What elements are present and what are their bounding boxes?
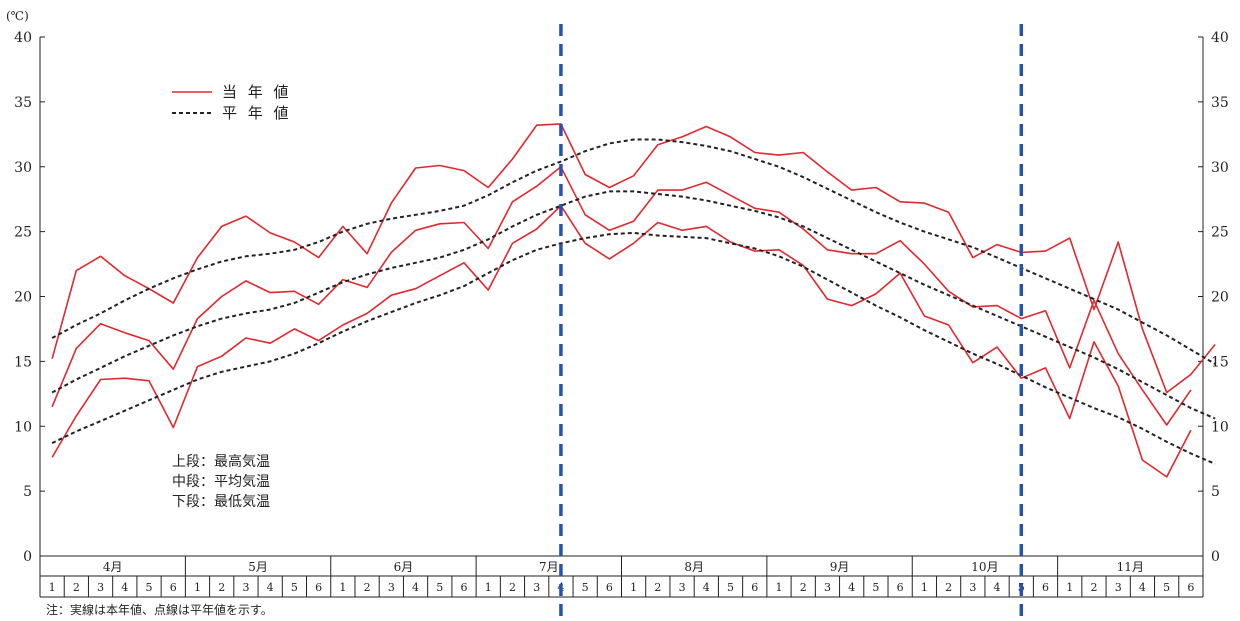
y-tick-label-left: 30 [14, 160, 32, 176]
period-label: 5 [582, 581, 589, 594]
period-label: 6 [170, 581, 177, 594]
y-tick-label-right: 20 [1211, 290, 1229, 306]
period-label: 3 [242, 581, 249, 594]
period-label: 2 [364, 581, 371, 594]
y-tick-label-left: 10 [14, 419, 32, 435]
period-label: 3 [1115, 581, 1122, 594]
period-table: 4月 1 2 3 4 5 6 5月 1 2 3 4 5 6 6月 1 2 3 4 5 6 7月 1 2 3 4 5 6 8月 1 2 3 4 5 6… [39, 556, 1204, 598]
period-label: 6 [897, 581, 904, 594]
note-mean: 中段：平均気温 [172, 474, 270, 490]
marker-lines [559, 24, 1024, 621]
period-label: 5 [1163, 581, 1170, 594]
period-label: 6 [461, 581, 468, 594]
month-label: 8月 [684, 560, 704, 574]
period-label: 3 [824, 581, 831, 594]
period-label: 6 [315, 581, 322, 594]
period-label: 3 [388, 581, 395, 594]
mean-temp-normal-line [51, 190, 1216, 420]
min-temp-current-line [51, 204, 1192, 478]
period-label: 5 [727, 581, 734, 594]
period-label: 2 [654, 581, 661, 594]
y-tick-label-right: 10 [1211, 419, 1229, 435]
y-tick-label-right: 35 [1211, 95, 1229, 111]
period-label: 5 [872, 581, 879, 594]
period-label: 4 [848, 581, 855, 594]
y-tick-label-left: 35 [14, 95, 32, 111]
note-max: 上段：最高気温 [172, 453, 270, 470]
footnote: 注：実線は本年値、点線は平年値を示す。 [46, 602, 273, 617]
y-tick-label-right: 25 [1211, 225, 1229, 241]
period-label: 3 [969, 581, 976, 594]
period-label: 5 [146, 581, 153, 594]
period-label: 4 [412, 581, 419, 594]
period-label: 2 [218, 581, 225, 594]
period-label: 3 [679, 581, 686, 594]
y-tick-label-left: 40 [14, 30, 32, 46]
period-label: 2 [945, 581, 952, 594]
month-label: 4月 [103, 560, 123, 574]
y-tick-label-left: 25 [14, 225, 32, 241]
month-label: 7月 [539, 560, 559, 574]
min-temp-normal-line [51, 231, 1216, 465]
period-label: 3 [97, 581, 104, 594]
month-label: 11月 [1117, 560, 1144, 574]
y-tick-label-left: 15 [14, 354, 32, 370]
y-tick-label-right: 30 [1211, 160, 1229, 176]
period-label: 1 [921, 581, 928, 594]
y-tick-label-right: 40 [1211, 30, 1229, 46]
period-label: 1 [1066, 581, 1073, 594]
period-label: 4 [703, 581, 710, 594]
period-label: 4 [121, 581, 128, 594]
legend: 当 年 値 平 年 値 [172, 83, 292, 122]
period-label: 2 [800, 581, 807, 594]
month-label: 9月 [830, 560, 850, 574]
period-label: 2 [73, 581, 80, 594]
month-label: 10月 [971, 560, 998, 574]
y-tick-label-left: 20 [14, 290, 32, 306]
series-group [51, 123, 1216, 478]
period-label: 6 [751, 581, 758, 594]
period-label: 1 [339, 581, 346, 594]
period-label: 5 [291, 581, 298, 594]
month-label: 5月 [248, 560, 268, 574]
y-tick-label-right: 0 [1211, 549, 1220, 565]
mean-temp-current-line [51, 166, 1192, 426]
period-label: 1 [49, 581, 56, 594]
period-label: 4 [1139, 581, 1146, 594]
period-label: 1 [194, 581, 201, 594]
y-tick-label-right: 15 [1211, 354, 1229, 370]
y-tick-label-left: 0 [23, 549, 32, 565]
period-label: 4 [267, 581, 274, 594]
period-label: 6 [606, 581, 613, 594]
y-tick-label-right: 5 [1211, 484, 1220, 500]
y-tick-label-left: 5 [23, 484, 32, 500]
period-label: 6 [1042, 581, 1049, 594]
period-label: 4 [994, 581, 1001, 594]
month-label: 6月 [394, 560, 414, 574]
period-label: 3 [533, 581, 540, 594]
legend-current-label: 当 年 値 [222, 83, 292, 101]
note-min: 下段：最低気温 [172, 494, 270, 510]
y-axis-ticks: 0 0 5 5 10 10 15 15 20 20 25 25 30 30 35 35 40 40 [14, 30, 1229, 565]
period-label: 6 [1187, 581, 1194, 594]
period-label: 1 [775, 581, 782, 594]
period-label: 2 [1090, 581, 1097, 594]
period-label: 1 [485, 581, 492, 594]
series-notes: 上段：最高気温 中段：平均気温 下段：最低気温 [172, 453, 270, 510]
period-label: 2 [509, 581, 516, 594]
period-label: 5 [436, 581, 443, 594]
unit-label: (℃) [6, 9, 29, 23]
legend-normal-label: 平 年 値 [222, 104, 292, 122]
period-label: 1 [630, 581, 637, 594]
